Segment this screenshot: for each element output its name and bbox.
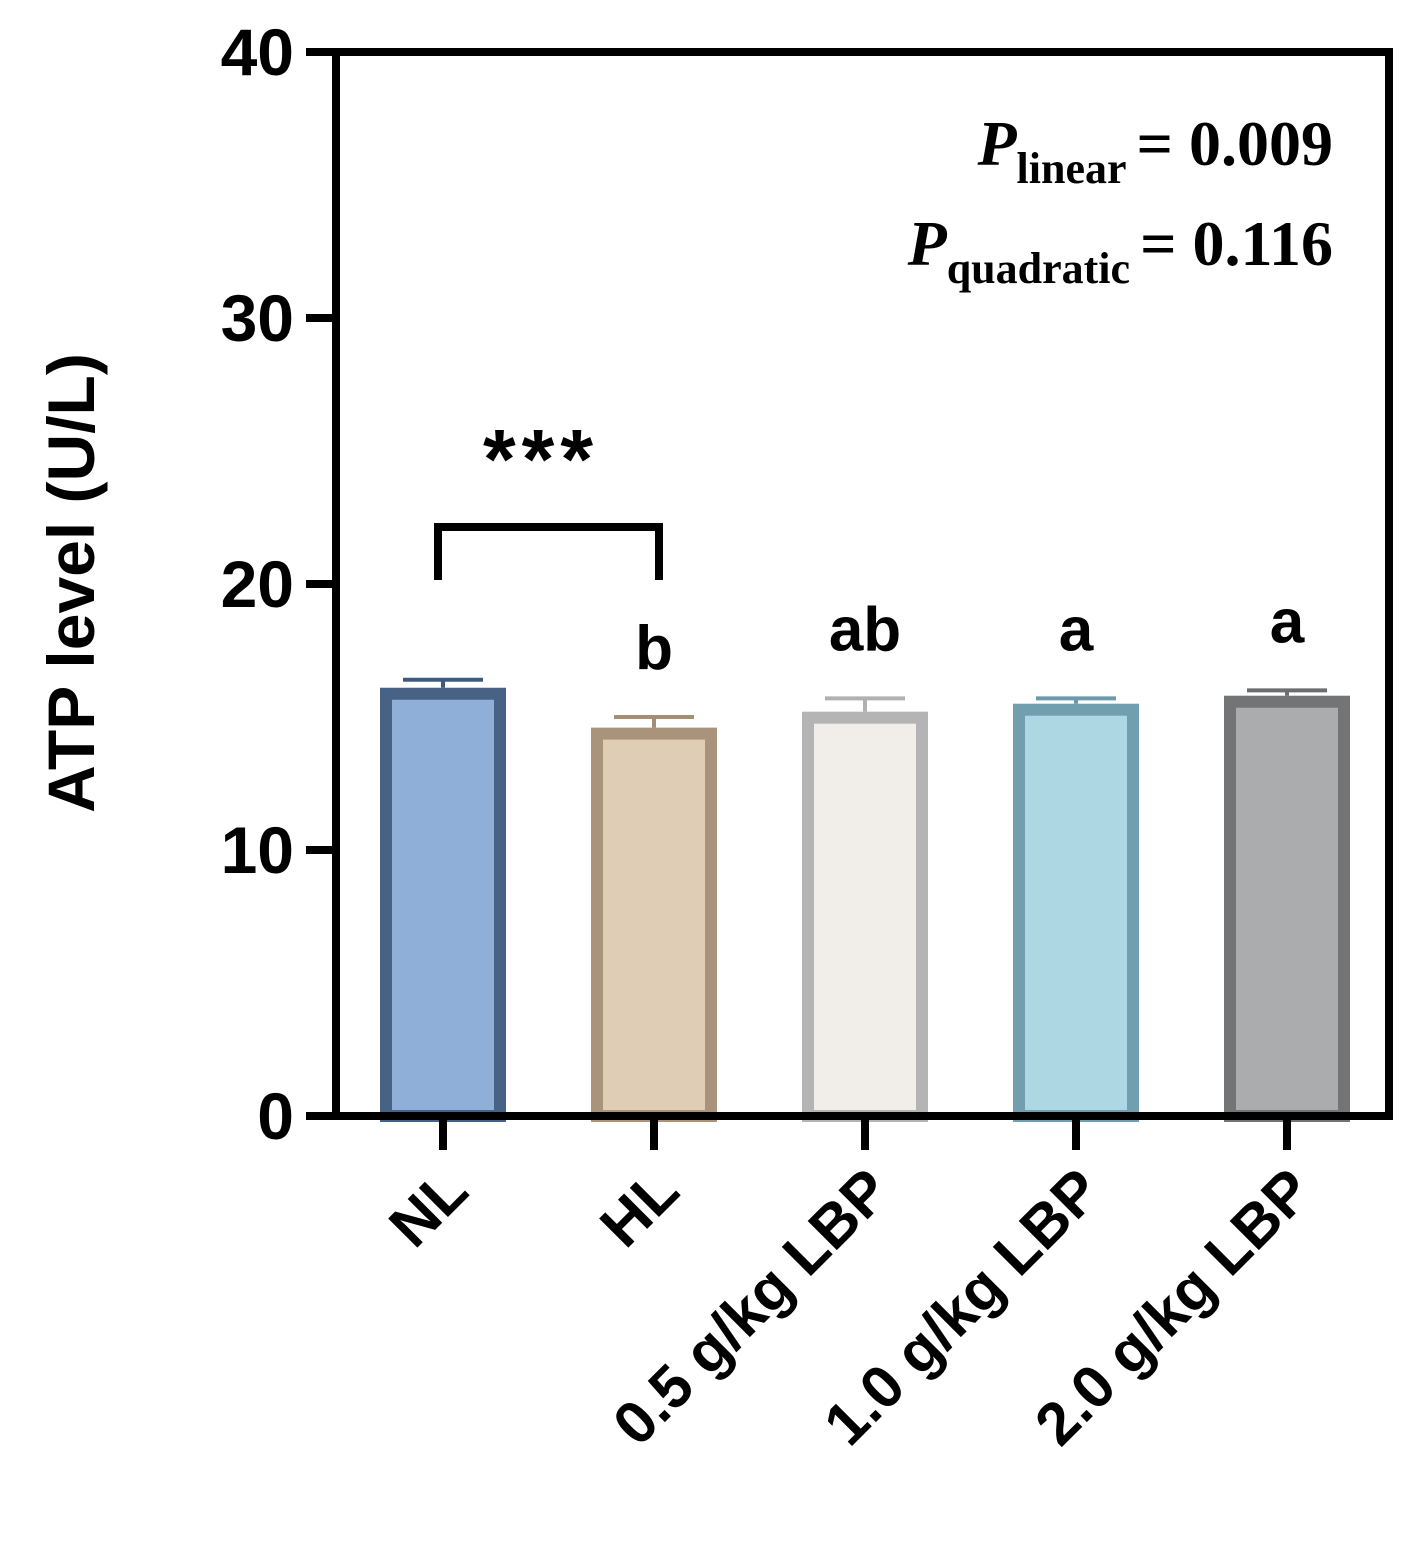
bars-group	[380, 687, 1350, 1122]
bar-3	[1013, 703, 1139, 1122]
y-tick-label-2: 20	[221, 547, 294, 621]
p-linear-value: = 0.009	[1137, 108, 1333, 179]
bar-2	[802, 711, 928, 1122]
sig-letter-2: ab	[829, 595, 901, 664]
y-axis-label: ATP level (U/L)	[34, 353, 108, 813]
axes-group	[306, 48, 1393, 1150]
significance-stars: ***	[483, 412, 599, 506]
bar-4	[1224, 695, 1350, 1122]
y-tick-label-1: 10	[221, 813, 294, 887]
bar-1	[591, 727, 717, 1122]
sig-letter-3: a	[1059, 595, 1094, 664]
y-tick-label-4: 40	[221, 15, 294, 89]
p-quadratic-value: = 0.116	[1140, 208, 1333, 279]
x-tick-label-1: HL	[587, 1156, 691, 1260]
p-linear-annotation: Plinear = 0.009	[976, 108, 1333, 193]
x-tick-label-0: NL	[376, 1156, 480, 1260]
p-linear-symbol: P	[976, 108, 1017, 179]
error-bars-group	[403, 677, 1327, 728]
y-tick-label-0: 0	[257, 1079, 294, 1153]
p-quadratic-sub: quadratic	[947, 244, 1130, 293]
p-linear-sub: linear	[1017, 144, 1127, 193]
p-quadratic-symbol: P	[907, 208, 948, 279]
bar-0	[380, 687, 506, 1122]
significance-bracket	[434, 523, 663, 580]
p-quadratic-annotation: Pquadratic = 0.116	[907, 208, 1333, 293]
sig-letter-1: b	[635, 614, 673, 683]
sig-letter-4: a	[1270, 587, 1305, 656]
y-tick-label-3: 30	[221, 281, 294, 355]
